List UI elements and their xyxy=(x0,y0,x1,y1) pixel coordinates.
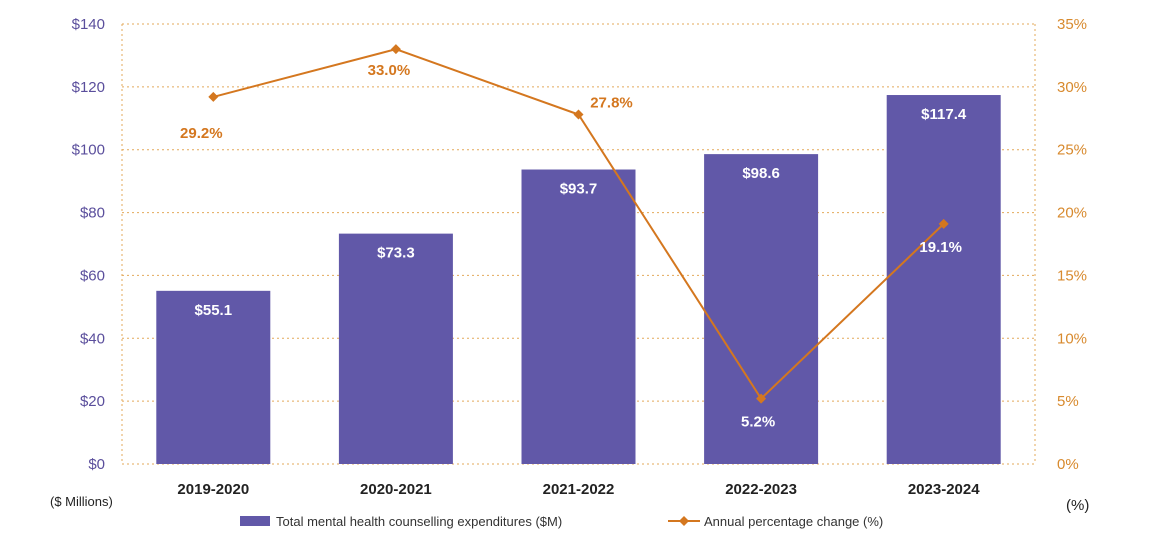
legend: Total mental health counselling expendit… xyxy=(240,514,883,529)
right-axis-unit-label: (%) xyxy=(1066,497,1089,514)
bar xyxy=(886,95,1001,465)
line-point xyxy=(208,91,219,102)
left-tick-label: $60 xyxy=(80,267,105,284)
bar-value-labels: $55.1 $73.3 $93.7 $98.6 $117.4 xyxy=(195,106,967,319)
bar xyxy=(156,290,271,464)
line-point xyxy=(756,393,767,404)
right-tick-label: 10% xyxy=(1057,330,1087,347)
category-axis-labels: 2019-2020 2020-2021 2021-2022 2022-2023 2023… xyxy=(177,481,980,498)
left-tick-label: $100 xyxy=(72,142,105,159)
bar-value-label: $98.6 xyxy=(742,165,780,182)
category-label: 2021-2022 xyxy=(543,481,615,498)
right-tick-label: 25% xyxy=(1057,142,1087,159)
left-tick-label: $0 xyxy=(88,456,105,473)
right-tick-label: 20% xyxy=(1057,205,1087,222)
bar xyxy=(704,154,819,464)
right-axis-ticks: 0% 5% 10% 15% 20% 25% 30% 35% xyxy=(1057,16,1087,473)
right-tick-label: 30% xyxy=(1057,79,1087,96)
line-series xyxy=(208,44,949,404)
right-tick-label: 35% xyxy=(1057,16,1087,33)
category-label: 2020-2021 xyxy=(360,481,432,498)
percentage-label: 27.8% xyxy=(590,95,633,112)
percentage-label: 33.0% xyxy=(368,62,411,79)
line-point xyxy=(390,44,401,55)
bar-series xyxy=(156,95,1001,465)
category-label: 2022-2023 xyxy=(725,481,797,498)
line-point xyxy=(938,218,949,229)
left-tick-label: $80 xyxy=(80,205,105,222)
percentage-label: 5.2% xyxy=(741,414,775,431)
left-axis-unit-label: ($ Millions) xyxy=(50,494,113,509)
bar-value-label: $93.7 xyxy=(560,181,598,198)
legend-bar-label: Total mental health counselling expendit… xyxy=(276,514,562,529)
bar xyxy=(338,233,453,464)
left-tick-label: $40 xyxy=(80,330,105,347)
right-tick-label: 0% xyxy=(1057,456,1079,473)
bar-value-label: $73.3 xyxy=(377,245,415,262)
left-tick-label: $20 xyxy=(80,393,105,410)
bar-value-label: $55.1 xyxy=(195,302,233,319)
bar-value-label: $117.4 xyxy=(921,106,967,123)
category-label: 2023-2024 xyxy=(908,481,980,498)
left-tick-label: $140 xyxy=(72,16,105,33)
category-label: 2019-2020 xyxy=(177,481,249,498)
line-value-labels: 29.2% 33.0% 27.8% 5.2% 19.1% xyxy=(180,62,962,430)
legend-line-label: Annual percentage change (%) xyxy=(704,514,883,529)
left-axis-ticks: $0 $20 $40 $60 $80 $100 $120 $140 xyxy=(72,16,105,473)
bar xyxy=(521,169,636,464)
right-tick-label: 5% xyxy=(1057,393,1079,410)
line-point xyxy=(573,109,584,120)
percentage-label: 29.2% xyxy=(180,125,223,142)
right-tick-label: 15% xyxy=(1057,267,1087,284)
legend-bar-swatch xyxy=(240,516,270,526)
percentage-label: 19.1% xyxy=(919,239,962,256)
left-tick-label: $120 xyxy=(72,79,105,96)
legend-line-marker xyxy=(679,516,689,526)
